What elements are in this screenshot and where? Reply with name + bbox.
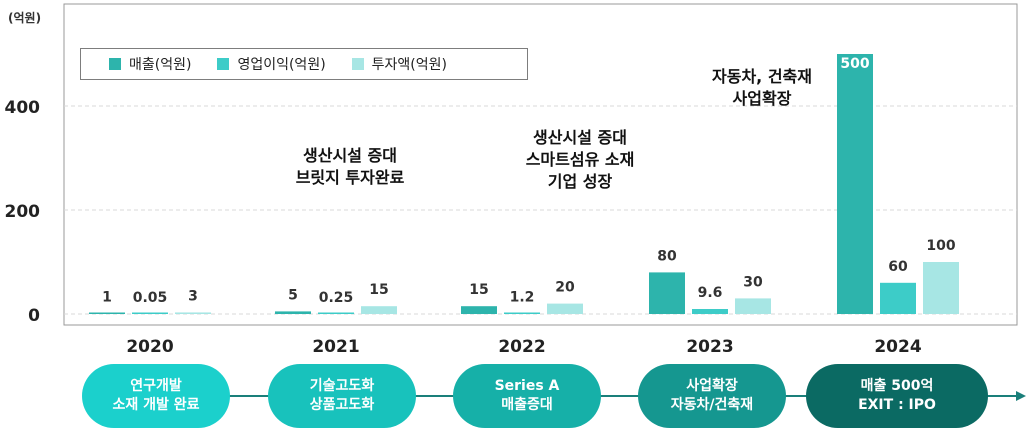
legend-item-revenue: 매출(억원) <box>109 54 191 74</box>
annotation-line: 사업확장 <box>732 89 792 108</box>
legend-swatch <box>217 58 230 70</box>
bar <box>547 303 583 314</box>
annotation-line: 브릿지 투자완료 <box>295 168 405 187</box>
legend-swatch <box>109 58 121 70</box>
timeline-stage-line: 매출 500억 <box>860 378 934 394</box>
data-label: 80 <box>657 248 677 264</box>
bar <box>504 312 540 314</box>
timeline-stage-1: 연구개발 소재 개발 완료 <box>82 364 230 428</box>
bar <box>692 309 728 314</box>
x-tick-label: 2023 <box>686 337 733 357</box>
timeline-stage-2: 기술고도화 상품고도화 <box>268 364 416 428</box>
timeline-stage-3: Series A 매출증대 <box>453 364 601 428</box>
bar <box>923 262 959 314</box>
x-tick-label: 2022 <box>498 337 545 357</box>
legend-label: 투자액(억원) <box>371 57 447 73</box>
bar <box>89 312 125 314</box>
data-label: 100 <box>926 238 955 254</box>
bar <box>175 312 211 314</box>
timeline-arrow-icon <box>1016 391 1026 401</box>
bar <box>132 312 168 314</box>
annotation-line: 생산시설 증대 <box>533 128 627 147</box>
chart-legend: 매출(억원) 영업이익(억원) 투자액(억원) <box>80 48 528 80</box>
data-label: 3 <box>188 288 198 304</box>
x-tick-label: 2021 <box>312 337 359 357</box>
data-label: 1 <box>102 289 112 305</box>
bar <box>880 282 916 314</box>
plot-frame <box>63 3 1018 326</box>
y-tick-label: 200 <box>5 202 41 222</box>
timeline-stage-line: 기술고도화 <box>309 378 375 394</box>
legend-item-operating-profit: 영업이익(억원) <box>217 54 326 74</box>
timeline-stage-line: 상품고도화 <box>309 397 375 413</box>
data-label: 1.2 <box>510 289 535 305</box>
annotation-line: 자동차, 건축재 <box>712 67 812 86</box>
x-tick-label: 2020 <box>126 337 173 357</box>
bar <box>735 298 771 314</box>
bar <box>318 312 354 314</box>
timeline-stage-line: 소재 개발 완료 <box>112 397 200 413</box>
data-label: 20 <box>555 280 575 296</box>
data-label: 9.6 <box>698 285 723 301</box>
bar <box>275 311 311 314</box>
data-label: 0.25 <box>319 290 354 306</box>
timeline-stage-line: 사업확장 <box>686 378 738 394</box>
data-label: 15 <box>469 282 488 298</box>
timeline-stage-line: Series A <box>494 378 560 394</box>
annotation-2022: 생산시설 증대 스마트섬유 소재 기업 성장 <box>495 127 665 193</box>
timeline-stage-line: 자동차/건축재 <box>670 397 754 413</box>
annotation-line: 스마트섬유 소재 <box>525 150 635 169</box>
legend-label: 매출(억원) <box>129 57 192 73</box>
legend-item-investment: 투자액(억원) <box>351 54 447 74</box>
timeline-stage-4: 사업확장 자동차/건축재 <box>638 364 786 428</box>
timeline-stage-line: EXIT : IPO <box>858 397 936 413</box>
x-tick-label: 2024 <box>874 337 921 357</box>
annotation-2024: 자동차, 건축재 사업확장 <box>682 66 842 110</box>
bar <box>461 306 497 314</box>
data-label: 500 <box>840 56 869 72</box>
bar <box>649 272 685 314</box>
y-tick-label: 0 <box>28 306 40 326</box>
data-label: 5 <box>288 287 298 303</box>
data-label: 30 <box>743 274 763 290</box>
data-label: 60 <box>888 259 908 275</box>
bar <box>837 54 873 314</box>
data-label: 0.05 <box>133 290 168 306</box>
legend-swatch <box>351 58 364 70</box>
bar <box>361 306 397 314</box>
legend-label: 영업이익(억원) <box>237 57 326 73</box>
data-label: 15 <box>369 282 388 298</box>
timeline-stage-5: 매출 500억 EXIT : IPO <box>806 364 988 428</box>
timeline-stage-line: 연구개발 <box>130 378 182 394</box>
annotation-line: 생산시설 증대 <box>303 146 397 165</box>
annotation-line: 기업 성장 <box>547 172 613 191</box>
timeline-stage-line: 매출증대 <box>501 397 553 413</box>
annotation-2021: 생산시설 증대 브릿지 투자완료 <box>270 145 430 189</box>
y-unit-label: (억원) <box>8 11 41 25</box>
y-tick-label: 400 <box>5 98 41 118</box>
